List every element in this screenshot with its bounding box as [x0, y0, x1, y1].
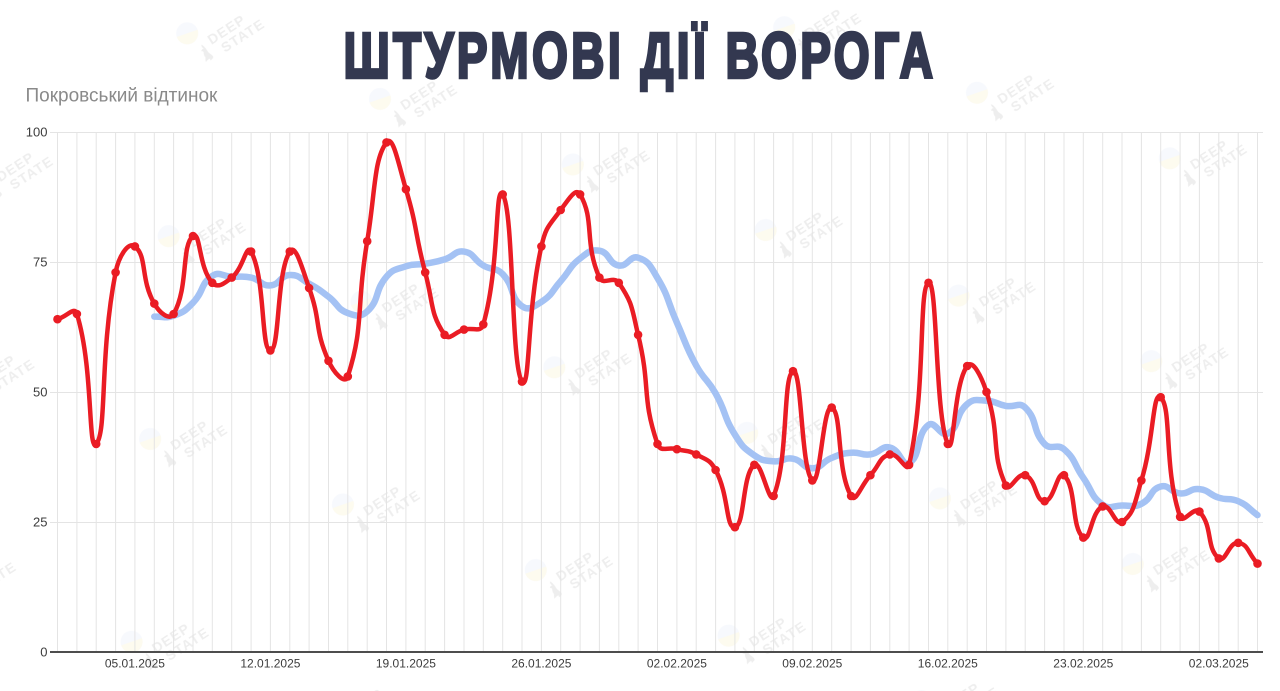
svg-text:05.01.2025: 05.01.2025 — [105, 657, 165, 671]
svg-text:100: 100 — [26, 125, 48, 140]
svg-text:16.02.2025: 16.02.2025 — [918, 657, 978, 671]
svg-text:50: 50 — [33, 385, 47, 400]
svg-text:12.01.2025: 12.01.2025 — [240, 657, 300, 671]
svg-text:26.01.2025: 26.01.2025 — [511, 657, 571, 671]
svg-text:19.01.2025: 19.01.2025 — [376, 657, 436, 671]
svg-text:ШТУРМОВІ ДІЇ ВОРОГА: ШТУРМОВІ ДІЇ ВОРОГА — [344, 20, 937, 91]
svg-text:25: 25 — [33, 515, 47, 530]
svg-text:09.02.2025: 09.02.2025 — [782, 657, 842, 671]
svg-text:0: 0 — [40, 645, 47, 660]
svg-text:02.02.2025: 02.02.2025 — [647, 657, 707, 671]
svg-text:75: 75 — [33, 255, 47, 270]
svg-text:Покровський відтинок: Покровський відтинок — [26, 86, 219, 107]
svg-text:23.02.2025: 23.02.2025 — [1053, 657, 1113, 671]
svg-text:02.03.2025: 02.03.2025 — [1189, 657, 1249, 671]
